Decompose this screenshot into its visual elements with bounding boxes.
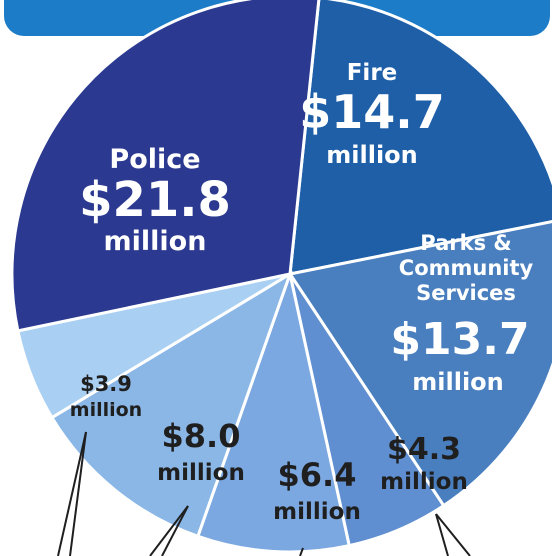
label-parks-amount: $13.7: [390, 314, 529, 365]
leader-line-3: [149, 505, 189, 556]
label-8-0-unit: million: [157, 460, 245, 486]
leader-line-7: [435, 513, 471, 556]
label-4-3-amount: $4.3: [387, 432, 461, 467]
label-8-0-amount: $8.0: [162, 417, 241, 455]
label-police-unit: million: [104, 226, 207, 257]
pie-slice-5: [49, 270, 293, 539]
leader-line-6: [435, 513, 449, 556]
label-parks-name-3: Services: [416, 281, 516, 305]
label-police-name: Police: [109, 144, 200, 175]
label-parks-name-2: Community: [399, 256, 534, 280]
label-parks-name-1: Parks &: [420, 231, 511, 255]
label-fire-unit: million: [326, 141, 418, 169]
label-6-4-amount: $6.4: [278, 456, 357, 494]
label-3-9-unit: million: [70, 399, 142, 421]
pie-slice-7: [10, 0, 321, 333]
label-fire-name: Fire: [347, 60, 398, 86]
leader-line-5: [299, 547, 304, 556]
label-4-3-unit: million: [380, 469, 468, 495]
pie-slices: [10, 0, 552, 554]
label-police-amount: $21.8: [79, 172, 231, 228]
label-parks-unit: million: [412, 368, 504, 396]
label-fire-amount: $14.7: [299, 85, 445, 139]
leader-line-4: [161, 505, 189, 556]
leader-lines: [57, 431, 471, 556]
pie-slice-2: [287, 220, 552, 508]
leader-line-2: [69, 431, 87, 556]
label-3-9-amount: $3.9: [80, 372, 132, 396]
label-6-4-unit: million: [273, 499, 361, 525]
pie-slice-4: [195, 268, 351, 554]
leader-line-1: [57, 431, 87, 556]
